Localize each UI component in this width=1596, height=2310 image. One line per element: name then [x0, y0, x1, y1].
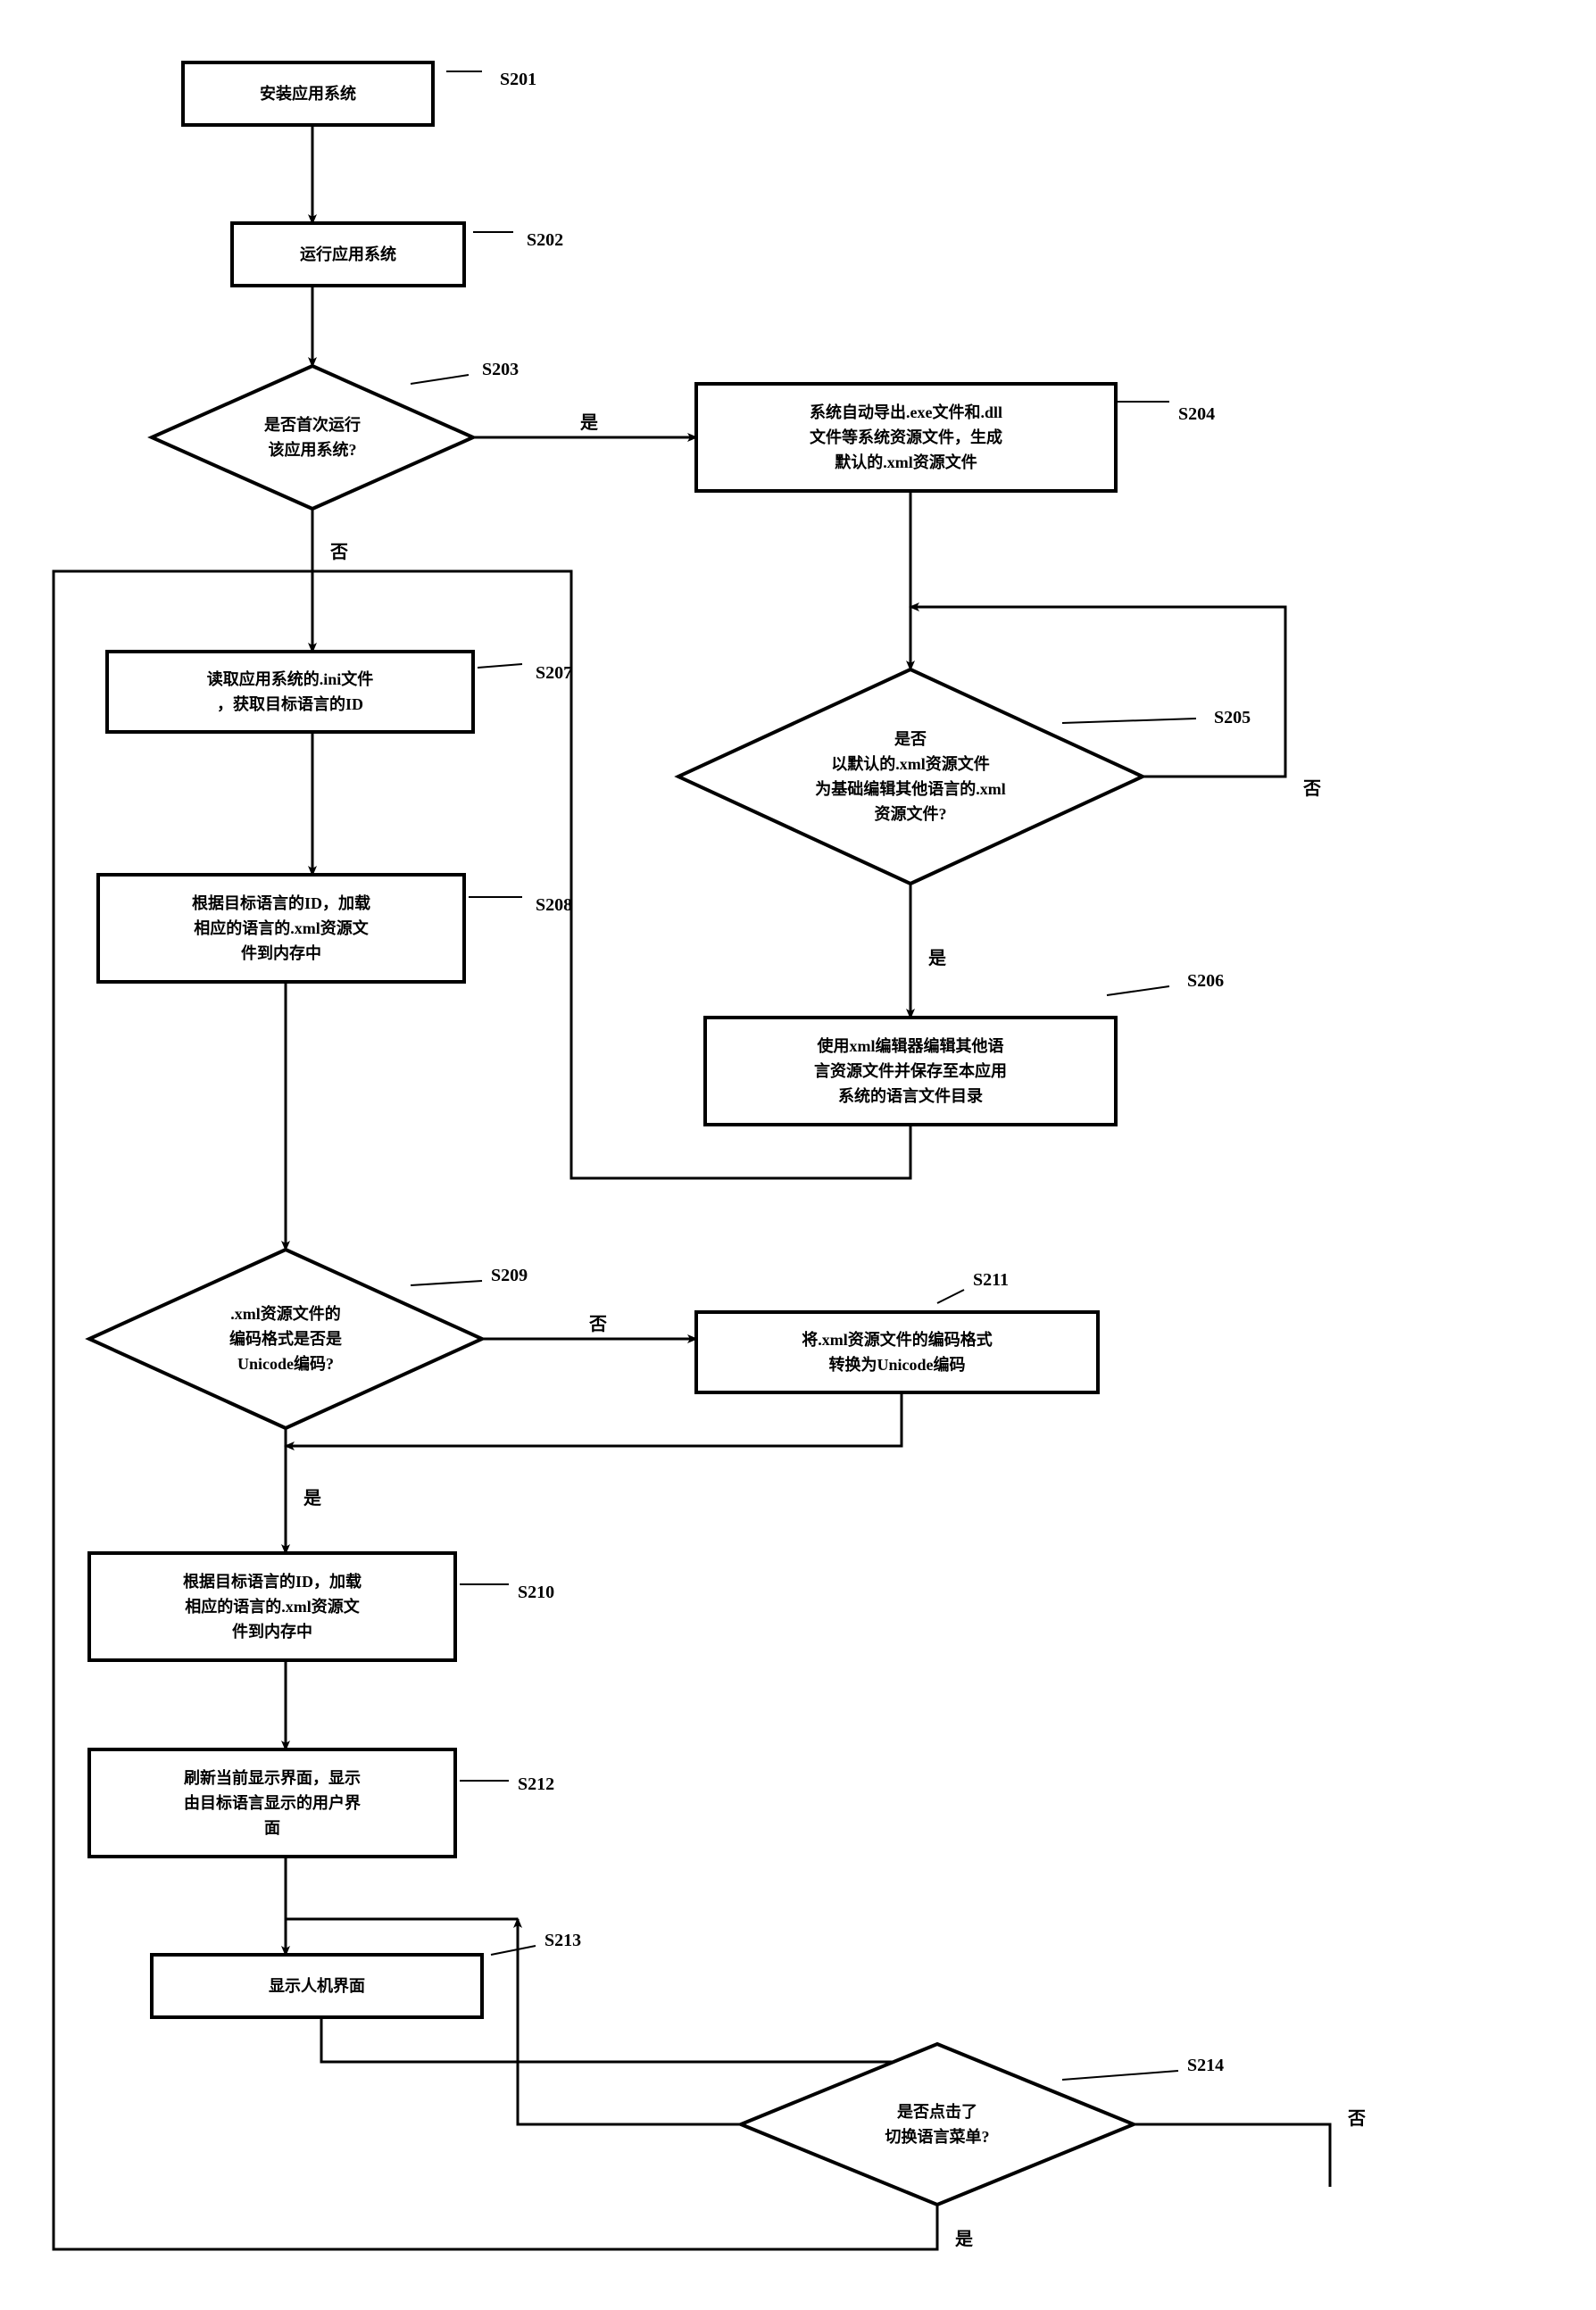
node-text-S203-0: 是否首次运行: [263, 415, 361, 434]
node-text-S210-1: 相应的语言的.xml资源文: [185, 1597, 360, 1616]
edge: [321, 2017, 937, 2062]
leader-S206: [1107, 986, 1169, 995]
edge-label: 是: [927, 948, 946, 968]
node-text-S212-0: 刷新当前显示界面，显示: [184, 1768, 361, 1787]
tag-S209: S209: [491, 1266, 528, 1285]
tag-S213: S213: [544, 1931, 581, 1950]
tag-S210: S210: [518, 1583, 554, 1602]
node-S207: [107, 652, 473, 732]
node-text-S208-2: 件到内存中: [241, 943, 321, 962]
leader-S207: [478, 664, 522, 668]
node-text-S201-0: 安装应用系统: [260, 84, 356, 103]
edge: [286, 1392, 902, 1446]
node-text-S211-1: 转换为Unicode编码: [829, 1355, 966, 1374]
node-text-S206-0: 使用xml编辑器编辑其他语: [817, 1036, 1004, 1055]
node-text-S204-0: 系统自动导出.exe文件和.dll: [810, 403, 1002, 421]
tag-S211: S211: [973, 1270, 1009, 1290]
tag-S205: S205: [1214, 708, 1251, 727]
edge-label: 否: [1302, 779, 1321, 799]
node-text-S210-2: 件到内存中: [232, 1622, 312, 1641]
edge: [518, 2026, 741, 2124]
node-text-S205-1: 以默认的.xml资源文件: [831, 754, 990, 773]
leader-S203: [411, 375, 469, 384]
node-text-S207-1: ，获取目标语言的ID: [217, 694, 363, 713]
node-text-S206-2: 系统的语言文件目录: [838, 1086, 983, 1105]
node-text-S210-0: 根据目标语言的ID，加载: [183, 1572, 362, 1591]
tag-S206: S206: [1187, 971, 1224, 991]
leader-S214: [1062, 2071, 1178, 2080]
node-text-S207-0: 读取应用系统的.ini文件: [207, 669, 374, 688]
node-text-S203-1: 该应用系统?: [269, 440, 357, 459]
edge-label: 否: [329, 543, 348, 562]
tag-S201: S201: [500, 70, 536, 89]
tag-S212: S212: [518, 1774, 554, 1794]
tag-S203: S203: [482, 360, 519, 379]
node-S211: [696, 1312, 1098, 1392]
node-text-S208-0: 根据目标语言的ID，加载: [192, 893, 370, 912]
leader-S205: [1062, 719, 1196, 723]
node-text-S209-2: Unicode编码?: [237, 1354, 334, 1373]
node-S205: [678, 669, 1143, 884]
edge-label: 否: [588, 1315, 607, 1334]
node-text-S209-0: .xml资源文件的: [230, 1304, 341, 1323]
leader-S209: [411, 1281, 482, 1285]
edge-label: 是: [954, 2229, 973, 2249]
node-text-S205-3: 资源文件?: [875, 804, 947, 823]
node-text-S205-0: 是否: [894, 730, 927, 748]
tag-S207: S207: [536, 663, 572, 683]
node-text-S206-1: 言资源文件并保存至本应用: [814, 1061, 1007, 1080]
node-text-S212-2: 面: [264, 1819, 280, 1837]
tag-S202: S202: [527, 230, 563, 250]
node-text-S205-2: 为基础编辑其他语言的.xml: [815, 779, 1006, 798]
tag-S208: S208: [536, 895, 572, 915]
node-text-S208-1: 相应的语言的.xml资源文: [194, 918, 369, 937]
node-text-S211-0: 将.xml资源文件的编码格式: [802, 1330, 993, 1349]
node-text-S214-0: 是否点击了: [896, 2102, 977, 2121]
tag-S204: S204: [1178, 404, 1215, 424]
node-text-S209-1: 编码格式是否是: [229, 1329, 342, 1348]
node-S203: [152, 366, 473, 509]
node-text-S212-1: 由目标语言显示的用户界: [184, 1793, 361, 1812]
node-text-S204-1: 文件等系统资源文件，生成: [810, 428, 1002, 446]
node-text-S204-2: 默认的.xml资源文件: [835, 453, 977, 471]
edge-label: 是: [303, 1488, 321, 1508]
edge-label: 否: [1347, 2109, 1366, 2129]
node-text-S202-0: 运行应用系统: [300, 245, 396, 263]
tag-S214: S214: [1187, 2056, 1224, 2075]
edge-label: 是: [579, 412, 598, 433]
flowchart-canvas: 是否否是否是否是安装应用系统S201运行应用系统S202是否首次运行该应用系统?…: [18, 18, 1596, 2292]
leader-S211: [937, 1290, 964, 1303]
node-text-S213-0: 显示人机界面: [269, 1977, 365, 1995]
leader-S213: [491, 1946, 536, 1955]
node-S214: [741, 2044, 1134, 2205]
edge: [1134, 2124, 1330, 2187]
node-text-S214-1: 切换语言菜单?: [885, 2127, 990, 2146]
